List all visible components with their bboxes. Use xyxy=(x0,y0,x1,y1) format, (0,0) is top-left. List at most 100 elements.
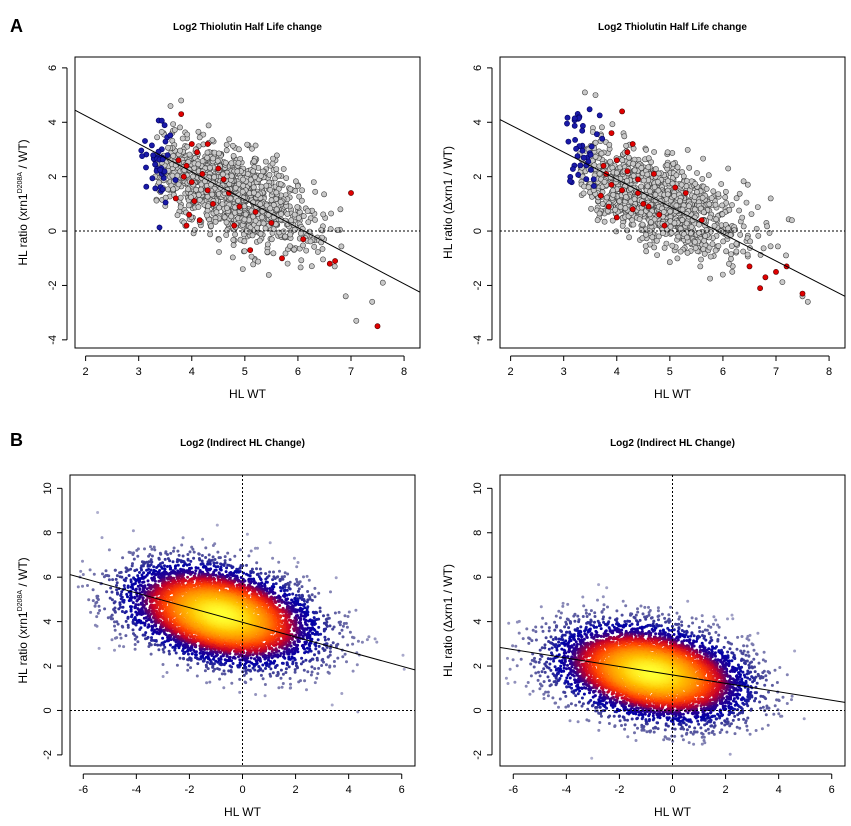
density-point xyxy=(194,569,198,573)
density-point xyxy=(230,681,234,685)
density-point xyxy=(286,572,290,576)
grey-point xyxy=(244,141,251,148)
grey-point xyxy=(638,209,645,216)
grey-point xyxy=(636,216,643,223)
grey-point xyxy=(175,181,182,188)
grey-point xyxy=(666,259,673,266)
grey-point xyxy=(273,152,280,159)
grey-point xyxy=(154,134,160,141)
density-point xyxy=(291,660,295,664)
density-point xyxy=(174,651,178,655)
density-point xyxy=(251,570,255,574)
grey-point xyxy=(647,188,653,195)
grey-point xyxy=(252,217,259,224)
density-point xyxy=(306,631,310,635)
density-point xyxy=(150,572,154,576)
density-point xyxy=(142,580,146,584)
density-point xyxy=(176,549,180,553)
density-point xyxy=(303,651,307,655)
grey-point xyxy=(709,241,716,247)
density-point xyxy=(79,569,83,573)
density-point xyxy=(317,666,321,670)
density-point xyxy=(177,579,181,583)
density-point xyxy=(191,547,195,551)
grey-point xyxy=(609,121,616,128)
density-point xyxy=(126,568,130,572)
red-point xyxy=(183,162,190,169)
density-point xyxy=(177,553,181,557)
grey-point xyxy=(679,206,686,213)
density-point xyxy=(278,645,281,649)
density-point xyxy=(264,580,268,584)
density-point xyxy=(153,643,157,647)
density-point xyxy=(135,594,139,598)
density-point xyxy=(134,587,138,591)
grey-point xyxy=(185,202,192,209)
grey-point xyxy=(640,177,647,184)
grey-point xyxy=(282,233,289,240)
density-point xyxy=(141,564,145,568)
density-point xyxy=(161,648,165,651)
plot-area xyxy=(500,89,845,305)
density-point xyxy=(153,548,157,552)
grey-point xyxy=(283,175,290,181)
grey-point xyxy=(669,180,676,187)
density-point xyxy=(169,551,173,555)
density-point xyxy=(166,553,169,556)
density-point xyxy=(261,669,265,673)
grey-point xyxy=(651,149,657,155)
plot-area xyxy=(70,475,415,766)
density-point xyxy=(307,578,311,582)
density-point xyxy=(199,562,203,566)
density-point xyxy=(343,652,347,656)
density-point xyxy=(375,640,379,644)
blue-point xyxy=(152,185,159,192)
grey-point xyxy=(694,189,700,195)
density-point xyxy=(172,549,175,553)
density-point xyxy=(292,646,296,650)
density-point xyxy=(310,665,314,669)
blue-point xyxy=(143,164,149,171)
density-point xyxy=(135,568,139,572)
grey-point xyxy=(229,142,236,149)
density-point xyxy=(124,634,128,638)
density-point xyxy=(228,664,232,668)
grey-point xyxy=(227,195,234,202)
density-point xyxy=(307,619,310,623)
blue-point xyxy=(152,161,158,168)
density-point xyxy=(186,663,190,667)
grey-point xyxy=(617,204,624,210)
grey-point xyxy=(212,218,219,225)
grey-point xyxy=(592,153,599,160)
density-point xyxy=(245,532,249,536)
grey-point xyxy=(379,279,386,286)
density-point xyxy=(341,635,345,639)
grey-point xyxy=(667,208,673,215)
density-point xyxy=(282,650,286,654)
grey-point xyxy=(287,243,293,249)
density-point xyxy=(270,585,274,589)
density-point xyxy=(168,559,172,563)
density-point xyxy=(249,677,253,681)
density-point xyxy=(269,660,273,664)
density-point xyxy=(336,656,340,660)
density-point xyxy=(253,668,257,672)
grey-point xyxy=(623,194,629,200)
blue-point xyxy=(587,151,594,158)
density-point xyxy=(137,580,141,584)
density-point xyxy=(294,603,297,607)
red-point xyxy=(629,206,636,213)
grey-point xyxy=(723,188,729,195)
grey-point xyxy=(582,89,588,96)
density-point xyxy=(113,609,117,613)
density-point xyxy=(342,622,346,625)
grey-point xyxy=(804,298,811,305)
grey-point xyxy=(207,231,213,238)
density-point xyxy=(107,574,111,578)
density-point xyxy=(189,666,192,670)
density-point xyxy=(308,647,312,651)
grey-point xyxy=(198,186,204,193)
blue-point xyxy=(599,135,606,142)
density-point xyxy=(181,649,185,653)
